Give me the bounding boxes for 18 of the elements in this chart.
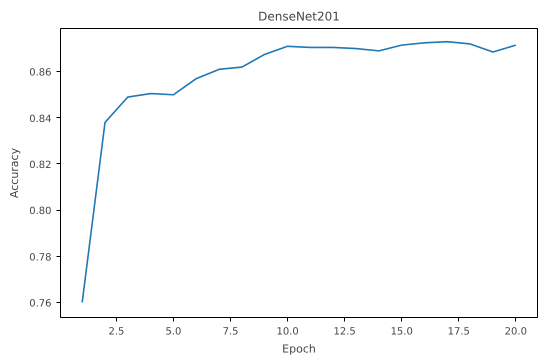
x-tick-label: 7.5 bbox=[222, 326, 238, 338]
y-tick-label: 0.76 bbox=[29, 298, 52, 310]
chart-title: DenseNet201 bbox=[258, 10, 340, 24]
x-tick-label: 12.5 bbox=[334, 326, 356, 338]
x-tick-label: 5.0 bbox=[166, 326, 182, 338]
y-tick-label: 0.84 bbox=[29, 114, 52, 125]
y-tick-label: 0.78 bbox=[29, 252, 52, 264]
y-axis-title: Accuracy bbox=[8, 147, 22, 198]
y-tick-label: 0.82 bbox=[29, 160, 52, 171]
x-tick-label: 17.5 bbox=[448, 326, 470, 338]
x-tick-label: 20.0 bbox=[504, 326, 527, 338]
x-axis-title: Epoch bbox=[282, 342, 316, 356]
x-tick-label: 10.0 bbox=[276, 326, 299, 338]
line-series bbox=[81, 40, 517, 304]
y-tick-label: 0.86 bbox=[29, 68, 52, 79]
x-tick-label: 15.0 bbox=[390, 326, 413, 338]
y-tick-label: 0.80 bbox=[29, 206, 52, 218]
x-tick-label: 2.5 bbox=[108, 326, 124, 338]
